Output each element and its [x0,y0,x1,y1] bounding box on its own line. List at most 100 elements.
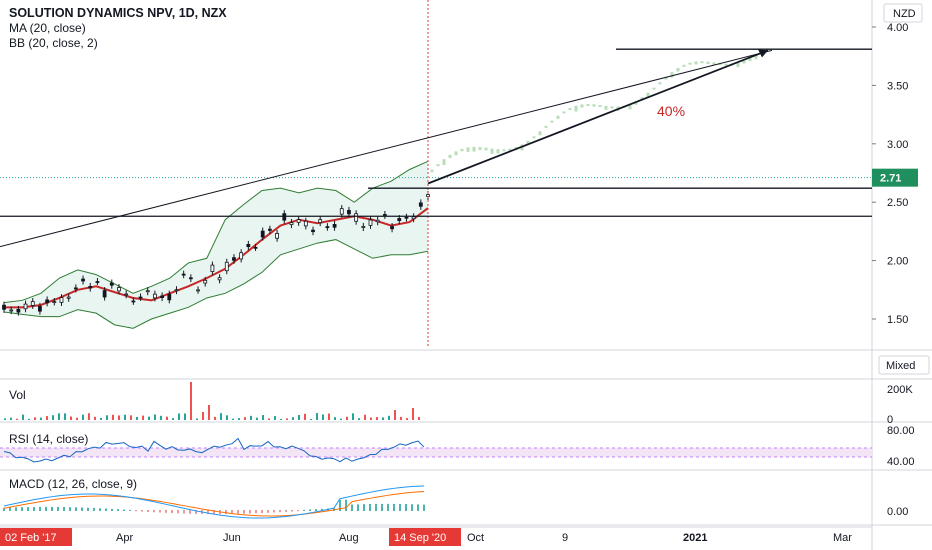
price-tick-label: 4.00 [887,22,908,34]
vol-label: Vol [9,388,26,402]
volume-bar [286,418,288,420]
price-tick-label: 3.00 [887,139,908,151]
future-candle [658,82,662,85]
candle-body [102,290,107,298]
volume-bar [16,418,18,420]
candle-body [38,305,42,312]
macd-histogram-bar [51,506,53,511]
macd-histogram-bar [117,509,119,511]
candle-body [339,208,344,215]
future-candle [598,105,602,108]
future-candle [742,60,746,64]
candle-body [16,309,21,313]
candle-body [2,304,6,310]
volume-bar [64,413,66,420]
macd-histogram-bar [243,510,245,514]
price-tick-label: 2.50 [887,197,908,209]
volume-bar [340,418,342,420]
future-candle [478,147,482,151]
macd-histogram-bar [375,503,377,511]
candle-body [196,289,200,292]
candle-body [282,213,287,221]
volume-bar [226,415,228,420]
volume-bar [118,415,120,420]
future-candle [700,61,704,64]
candle-body [81,278,85,282]
volume-bar [382,417,384,420]
macd-histogram-bar [309,509,311,511]
macd-histogram-bar [411,504,413,511]
time-axis-label: Apr [116,532,133,544]
macd-histogram-bar [87,507,89,511]
volume-bar [274,416,276,420]
candle-body [95,281,100,283]
start-date-tag [0,528,72,546]
volume-bar [4,418,6,420]
macd-histogram-bar [279,510,281,513]
future-candle [640,97,644,100]
candle-body [138,296,143,299]
volume-bar [316,413,318,420]
candle-body [368,219,373,226]
candle-body [59,297,64,303]
candle-body [246,244,251,248]
vol-axis-zero: 0 [887,414,893,426]
projection-arrow [427,49,769,185]
volume-bar [292,417,294,420]
future-candle [526,140,530,145]
macd-histogram-bar [207,510,209,515]
macd-histogram-bar [225,510,227,515]
candle-body [303,220,308,227]
volume-bar [268,418,270,420]
volume-bar [364,414,366,420]
price-tick-label: 3.50 [887,80,908,92]
scale-mode-button [878,355,930,375]
volume-bar [178,413,180,420]
volume-bar [376,417,378,420]
volume-bar [40,417,42,420]
macd-histogram-bar [303,509,305,511]
rsi-band [0,448,872,457]
candle-body [404,216,409,219]
candle-body [88,286,93,289]
candle-body [232,257,236,261]
candle-body [210,264,215,272]
volume-bar [46,416,48,420]
last-price-tag [872,168,918,187]
candle-body [217,277,222,281]
candle-body [109,282,114,286]
rsi-label: RSI (14, close) [9,432,89,446]
time-axis-label: Mar [833,532,852,544]
volume-bar [304,413,306,420]
volume-bar [232,418,234,420]
volume-bar [112,414,114,420]
macd-histogram-bar [57,506,59,511]
future-candle [472,146,476,152]
bollinger-band-fill [4,161,428,329]
percent-annotation: 40% [657,103,685,119]
candle-body [30,301,35,306]
ma-legend: MA (20, close) [9,21,86,35]
candle-body [375,219,380,223]
candle-body [145,290,150,293]
macd-histogram-bar [111,508,113,511]
volume-bar [214,416,216,420]
future-candle [718,63,722,66]
macd-histogram-bar [267,510,269,513]
volume-bar [328,413,330,420]
macd-label: MACD (12, 26, close, 9) [9,477,138,491]
macd-histogram-bar [81,507,83,511]
bollinger-lower-line [3,239,429,329]
macd-signal-line [3,490,425,517]
candle-body [390,226,394,230]
candle-body [181,273,186,276]
currency-label: NZD [893,8,916,20]
macd-histogram-bar [285,510,287,512]
candle-body [267,228,272,231]
start-date-label: 02 Feb '17 [5,532,57,544]
volume-bar [370,417,372,420]
future-candle [508,148,512,151]
candle-body [347,209,351,215]
future-candle [712,62,716,66]
